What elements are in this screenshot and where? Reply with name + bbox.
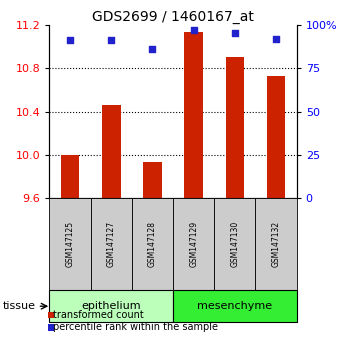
Text: percentile rank within the sample: percentile rank within the sample	[53, 322, 218, 332]
Text: mesenchyme: mesenchyme	[197, 301, 272, 311]
Bar	[61, 155, 79, 198]
Bar	[267, 76, 285, 198]
Point	[273, 36, 279, 41]
Point	[108, 38, 114, 43]
Text: GSM147128: GSM147128	[148, 221, 157, 267]
Point	[150, 46, 155, 52]
Text: epithelium: epithelium	[81, 301, 141, 311]
Text: GSM147132: GSM147132	[271, 221, 281, 267]
Text: GSM147130: GSM147130	[231, 221, 239, 267]
Text: GSM147127: GSM147127	[107, 221, 116, 267]
Point	[67, 38, 73, 43]
Bar	[143, 162, 162, 198]
Text: transformed count: transformed count	[53, 310, 144, 320]
Text: GSM147125: GSM147125	[65, 221, 75, 267]
Bar	[226, 57, 244, 198]
Text: GSM147129: GSM147129	[189, 221, 198, 267]
Text: tissue: tissue	[3, 301, 36, 311]
Point	[232, 31, 238, 36]
Point	[191, 27, 196, 33]
Title: GDS2699 / 1460167_at: GDS2699 / 1460167_at	[92, 10, 254, 24]
Bar	[184, 32, 203, 198]
Bar	[102, 105, 120, 198]
